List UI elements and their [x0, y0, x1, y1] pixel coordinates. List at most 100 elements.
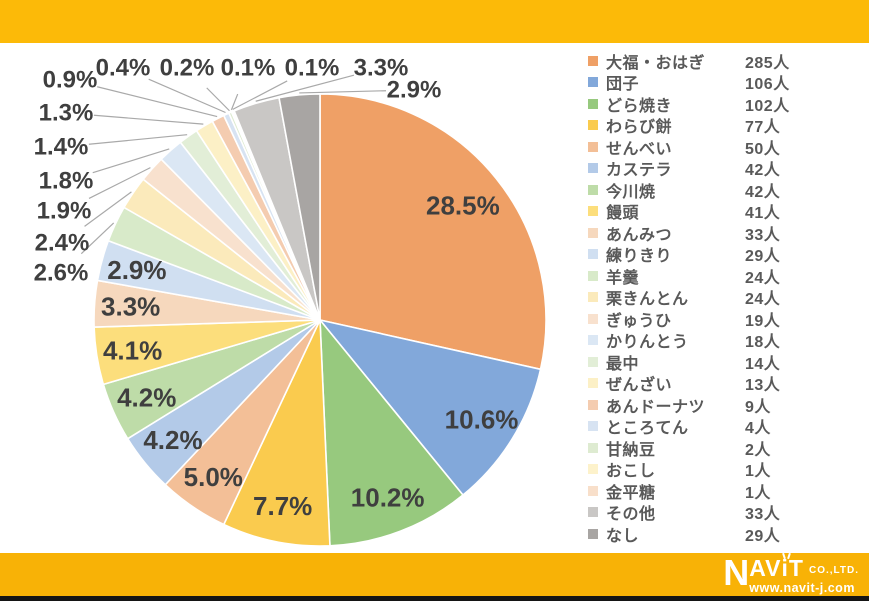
legend-count: 18人	[745, 334, 781, 352]
slice-percentage-label: 1.9%	[37, 198, 92, 225]
legend-item: 甘納豆 2人	[588, 437, 863, 459]
legend-label: その他	[606, 506, 656, 524]
legend-item: あんドーナツ 9人	[588, 394, 863, 416]
legend-count: 13人	[745, 377, 781, 395]
legend-swatch	[588, 270, 598, 281]
slice-percentage-label: 2.4%	[35, 230, 90, 257]
legend-count: 1人	[745, 463, 771, 481]
slice-percentage-label: 5.0%	[184, 462, 243, 492]
legend-label: かりんとう	[606, 334, 689, 352]
legend-swatch	[588, 292, 598, 303]
legend-swatch	[588, 356, 598, 367]
slice-percentage-label: 0.1%	[221, 55, 276, 82]
slice-percentage-label: 1.4%	[34, 134, 89, 161]
slice-percentage-label: 0.9%	[43, 67, 98, 94]
legend-swatch	[588, 227, 598, 238]
leader-line	[299, 90, 387, 94]
legend-swatch	[588, 421, 598, 432]
legend-count: 4人	[745, 420, 771, 438]
legend-item: 金平糖 1人	[588, 480, 863, 502]
legend-item: 羊羹 24人	[588, 265, 863, 287]
legend-item: ぜんざい 13人	[588, 373, 863, 395]
leader-line	[84, 191, 132, 227]
legend-count: 77人	[745, 119, 781, 137]
legend-label: どら焼き	[606, 97, 673, 115]
legend-label: せんべい	[606, 140, 673, 158]
leader-line	[97, 86, 218, 118]
legend-label: あんみつ	[606, 226, 673, 244]
pie-slice	[319, 319, 464, 547]
legend-swatch	[588, 141, 598, 152]
legend-count: 29人	[745, 527, 781, 545]
legend-count: 41人	[745, 205, 781, 223]
legend-swatch	[588, 120, 598, 131]
legend-item: 今川焼 42人	[588, 179, 863, 201]
legend-label: おこし	[606, 463, 656, 481]
legend-label: 饅頭	[606, 205, 640, 223]
legend-swatch	[588, 335, 598, 346]
legend-swatch	[588, 485, 598, 496]
legend-item: 栗きんとん 24人	[588, 287, 863, 309]
legend-label: わらび餅	[606, 119, 673, 137]
legend-swatch	[588, 507, 598, 518]
leader-line	[148, 78, 226, 114]
legend-count: 42人	[745, 183, 781, 201]
legend-label: 最中	[606, 355, 640, 373]
legend-count: 9人	[745, 398, 771, 416]
legend-label: 羊羹	[606, 269, 640, 287]
legend-swatch	[588, 55, 598, 66]
legend-label: ぎゅうひ	[606, 312, 672, 330]
slice-percentage-label: 0.2%	[160, 55, 215, 82]
legend: 大福・おはぎ 285人 団子 106人 どら焼き 102人 わらび餅 77人 せんべい 50人 カス…	[588, 50, 863, 545]
slice-percentage-label: 3.3%	[354, 55, 409, 82]
legend-item: せんべい 50人	[588, 136, 863, 158]
legend-count: 29人	[745, 248, 781, 266]
legend-label: 団子	[606, 76, 640, 94]
legend-item: おこし 1人	[588, 459, 863, 481]
leader-line	[93, 114, 204, 125]
slice-percentage-label: 10.6%	[445, 405, 519, 435]
slice-percentage-label: 1.8%	[39, 168, 94, 195]
logo-letters-av: AV	[749, 555, 782, 581]
legend-item: ところてん 4人	[588, 416, 863, 438]
slice-percentage-label: 1.3%	[39, 100, 94, 127]
logo-website: www.navit-j.com	[749, 581, 855, 595]
legend-item: 大福・おはぎ 285人	[588, 50, 863, 72]
legend-count: 24人	[745, 269, 781, 287]
slice-percentage-label: 7.7%	[253, 491, 312, 521]
slice-percentage-label: 2.9%	[387, 77, 442, 104]
legend-label: 今川焼	[606, 183, 656, 201]
leader-line	[88, 134, 188, 145]
legend-label: ところてん	[606, 420, 689, 438]
pie-slice	[222, 319, 331, 547]
slice-percentage-label: 4.2%	[117, 383, 176, 413]
legend-item: ぎゅうひ 19人	[588, 308, 863, 330]
legend-swatch	[588, 464, 598, 475]
rabbit-ears-icon: i	[781, 555, 789, 581]
leader-line	[80, 222, 115, 255]
logo-right-block: AV i T CO.,LTD. www.navit-j.com	[749, 555, 859, 596]
slice-percentage-label: 4.2%	[143, 425, 202, 455]
pie-slice	[278, 93, 321, 321]
legend-count: 285人	[745, 54, 790, 72]
legend-swatch	[588, 528, 598, 539]
legend-label: 甘納豆	[606, 441, 656, 459]
legend-item: どら焼き 102人	[588, 93, 863, 115]
leader-line	[92, 148, 170, 174]
slice-percentage-label: 10.2%	[351, 482, 425, 512]
legend-count: 1人	[745, 484, 771, 502]
pie-slice	[319, 93, 547, 371]
legend-swatch	[588, 77, 598, 88]
legend-swatch	[588, 163, 598, 174]
legend-swatch	[588, 98, 598, 109]
logo-company-suffix: CO.,LTD.	[808, 565, 859, 576]
legend-item: 練りきり 29人	[588, 244, 863, 266]
logo-wordmark: AV i T CO.,LTD.	[749, 555, 859, 581]
legend-label: 練りきり	[606, 248, 673, 266]
leader-line	[206, 87, 230, 112]
legend-count: 24人	[745, 291, 781, 309]
slice-percentage-label: 2.6%	[34, 260, 89, 287]
legend-swatch	[588, 378, 598, 389]
